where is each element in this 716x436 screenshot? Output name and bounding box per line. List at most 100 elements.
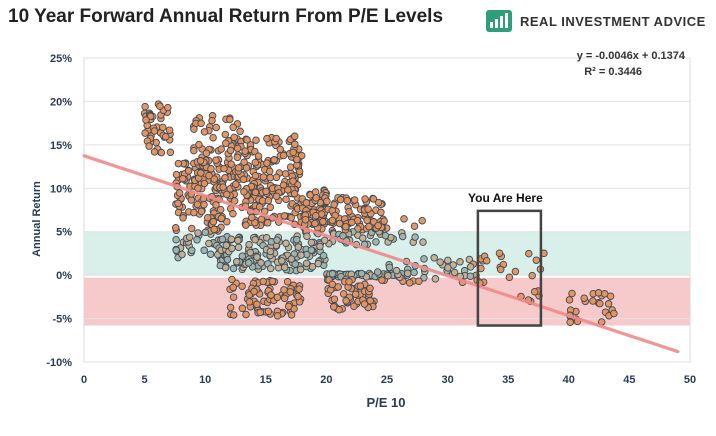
x-tick-label: 45 [623, 374, 635, 386]
scatter-point [190, 208, 198, 217]
scatter-point [363, 216, 371, 225]
scatter-point [369, 195, 378, 203]
x-tick-label: 5 [142, 374, 148, 386]
scatter-point [252, 136, 260, 144]
scatter-point [290, 189, 299, 198]
scatter-point [251, 171, 260, 180]
scatter-point [312, 194, 320, 202]
scatter-point [229, 264, 238, 273]
scatter-point [200, 128, 209, 136]
scatter-point [262, 234, 271, 242]
scatter-point [381, 231, 390, 240]
scatter-point [292, 235, 301, 244]
scatter-point [268, 277, 277, 286]
scatter-point [314, 259, 322, 268]
scatter-point [273, 236, 281, 244]
scatter-point [316, 242, 324, 251]
scatter-point [223, 190, 231, 199]
scatter-point [233, 144, 242, 153]
scatter-point [345, 207, 353, 216]
scatter-point [296, 265, 305, 274]
scatter-point [444, 264, 452, 272]
scatter-point [164, 103, 172, 112]
scatter-point [303, 232, 311, 240]
scatter-point [206, 250, 215, 258]
scatter-point [227, 235, 236, 243]
scatter-point [141, 102, 149, 111]
scatter-point [185, 233, 194, 241]
scatter-point [339, 232, 347, 240]
scatter-point [525, 249, 533, 258]
scatter-point [234, 236, 242, 245]
scatter-point [219, 183, 227, 191]
scatter-point [294, 243, 303, 251]
scatter-point [216, 205, 225, 214]
scatter-point [374, 221, 382, 230]
scatter-point [223, 255, 232, 264]
scatter-point [188, 246, 196, 255]
scatter-point [330, 295, 339, 303]
chart-logo-icon [486, 10, 512, 32]
scatter-point [294, 292, 302, 301]
scatter-point [243, 136, 251, 144]
trend-line [82, 154, 680, 354]
chart-title: 10 Year Forward Annual Return From P/E L… [8, 6, 444, 27]
annotation-layer: You Are Here [468, 191, 543, 327]
scatter-point [342, 297, 350, 305]
scatter-point [312, 211, 320, 220]
scatter-point [351, 290, 360, 298]
scatter-point [217, 214, 226, 223]
scatter-point [200, 246, 208, 255]
scatter-point [161, 132, 170, 141]
scatter-point [174, 199, 182, 208]
points-layer [140, 100, 618, 326]
scatter-point [205, 171, 213, 180]
scatter-point [282, 195, 290, 204]
scatter-point [436, 258, 444, 266]
scatter-point [264, 196, 273, 205]
scatter-point [234, 243, 243, 252]
scatter-point [280, 212, 289, 220]
scatter-point [283, 277, 292, 286]
scatter-point [431, 275, 440, 283]
y-tick-label: 0% [56, 270, 72, 282]
scatter-point [366, 284, 374, 293]
scatter-point [281, 170, 290, 178]
scatter-point [263, 134, 271, 143]
x-tick-label: 20 [320, 374, 332, 386]
scatter-point [255, 203, 264, 211]
scatter-point [190, 146, 198, 155]
axis-layer: -10% -5% 0% 5% 10% 15% 20% 25% 0 5 10 15 20 25 30 35 40 4… [46, 53, 696, 386]
scatter-point [229, 311, 238, 319]
scatter-point [291, 140, 299, 149]
scatter-point [259, 277, 267, 286]
scatter-point [311, 219, 319, 228]
scatter-point [229, 283, 237, 292]
scatter-point [172, 246, 180, 254]
scatter-point [253, 300, 261, 309]
scatter-point [392, 266, 401, 275]
scatter-point [270, 156, 278, 164]
scatter-point [403, 269, 412, 278]
y-tick-label: -5% [52, 314, 72, 326]
scatter-point [166, 148, 175, 157]
scatter-point [232, 257, 241, 266]
scatter-point [221, 174, 229, 182]
scatter-point [150, 148, 159, 156]
scatter-point [307, 238, 316, 247]
scatter-point [238, 252, 247, 260]
scatter-point [580, 294, 588, 302]
y-tick-label: 5% [56, 227, 72, 239]
scatter-point [228, 275, 236, 284]
scatter-point [197, 119, 205, 128]
brand-name: REAL INVESTMENT ADVICE [520, 13, 706, 29]
scatter-point [302, 259, 311, 268]
scatter-point [266, 173, 274, 182]
scatter-point [380, 217, 388, 225]
scatter-point [230, 133, 238, 142]
scatter-point [190, 125, 198, 133]
scatter-point [212, 123, 220, 132]
scatter-point [282, 239, 290, 248]
scatter-point [345, 277, 353, 286]
scatter-point [604, 300, 613, 308]
